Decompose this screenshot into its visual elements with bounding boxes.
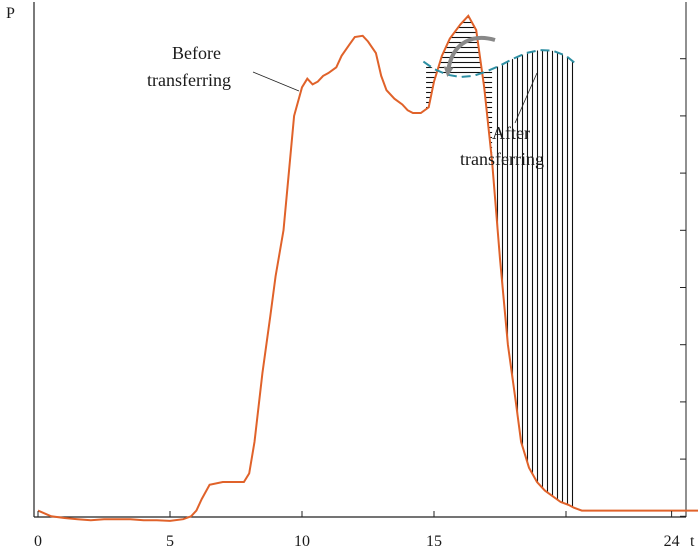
annotation-after-line2: transferring xyxy=(460,149,544,169)
x-tick-label: 10 xyxy=(294,533,310,549)
hatched-area-left xyxy=(426,16,493,162)
x-tick-label: 0 xyxy=(34,533,42,549)
annotation-after-line1: After xyxy=(492,123,530,143)
hatched-area-right xyxy=(494,50,574,508)
y-axis-label: P xyxy=(6,5,15,22)
transfer-arrow-icon xyxy=(443,35,496,77)
annotation-before-line2: transferring xyxy=(147,70,231,90)
annotation-leader-before xyxy=(252,71,300,92)
annotation-leader-after xyxy=(514,72,538,124)
series-line-before xyxy=(37,14,698,522)
annotation-before-line1: Before xyxy=(172,43,221,63)
ticks: 0 5 10 15 24 xyxy=(34,58,686,549)
x-tick-label: 24 xyxy=(664,533,680,549)
x-axis-label: t xyxy=(690,533,695,549)
x-tick-label: 5 xyxy=(166,533,174,549)
x-tick-label: 15 xyxy=(426,533,442,549)
